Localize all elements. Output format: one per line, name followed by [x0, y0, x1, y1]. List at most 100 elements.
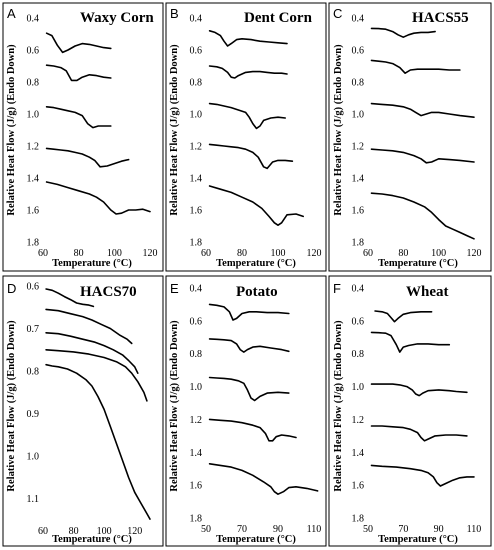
y-axis-title: Relative Heat Flow (J/g) (Endo Down)	[333, 44, 344, 216]
dsc-curve-3	[208, 376, 290, 402]
panel-e: E Potato 0.4 0.6 0.8 1.0 1.2 1.4 1.6 1.850 70 90 110…	[165, 275, 327, 547]
x-tick-label: 120	[307, 248, 322, 259]
x-axis-title: Temperature (°C)	[378, 534, 458, 545]
dsc-curve-3	[370, 102, 475, 118]
y-tick-label: 1.8	[352, 238, 365, 249]
x-tick-label: 90	[434, 524, 444, 535]
dsc-curve-4	[208, 418, 297, 442]
x-tick-label: 80	[69, 526, 79, 537]
y-tick-label: 1.6	[352, 206, 365, 217]
panel-title: Dent Corn	[244, 10, 313, 26]
dsc-curve-5	[370, 192, 475, 240]
y-tick-label: 0.6	[352, 316, 365, 327]
x-tick-label: 70	[237, 524, 247, 535]
y-tick-label: 1.2	[190, 415, 203, 426]
dsc-curve-1	[208, 303, 290, 321]
y-tick-label: 1.6	[190, 481, 203, 492]
y-tick-label: 0.4	[352, 14, 365, 25]
y-tick-label: 1.8	[352, 514, 365, 525]
x-tick-label: 60	[38, 526, 48, 537]
y-tick-label: 0.8	[352, 78, 365, 89]
panel-b: B Dent Corn 0.4 0.6 0.8 1.0 1.2 1.4 1.6 1.860 80 10…	[165, 2, 327, 272]
x-tick-label: 120	[127, 526, 142, 537]
dsc-curve-2	[370, 331, 451, 353]
panel-border	[328, 275, 492, 547]
y-tick-label: 0.8	[190, 349, 203, 360]
x-tick-label: 90	[273, 524, 283, 535]
panel-border	[2, 275, 164, 547]
panel-letter: E	[170, 281, 179, 296]
dsc-curve-1	[370, 27, 436, 38]
y-tick-label: 1.8	[27, 238, 40, 249]
dsc-curve-5	[208, 463, 319, 495]
panel-border	[2, 2, 164, 272]
dsc-curve-1	[45, 32, 112, 54]
y-tick-label: 1.2	[352, 142, 365, 153]
y-axis-title: Relative Heat Flow (J/g) (Endo Down)	[6, 320, 17, 492]
y-tick-label: 0.9	[27, 409, 40, 420]
x-axis-title: Temperature (°C)	[378, 258, 458, 269]
dsc-curve-2	[370, 59, 461, 74]
y-tick-label: 1.0	[352, 110, 365, 121]
dsc-curve-4	[208, 143, 294, 170]
y-tick-label: 1.2	[352, 415, 365, 426]
x-tick-label: 70	[398, 524, 408, 535]
x-tick-label: 50	[363, 524, 373, 535]
panel-a: A Waxy Corn 0.4 0.6 0.8 1.0 1.2 1.4 1.6 1.860 80 10…	[2, 2, 164, 272]
y-axis-title: Relative Heat Flow (J/g) (Endo Down)	[169, 44, 180, 216]
y-axis-title: Relative Heat Flow (J/g) (Endo Down)	[333, 320, 344, 492]
y-tick-label: 0.6	[27, 46, 40, 57]
dsc-curve-1	[208, 30, 288, 47]
x-axis-title: Temperature (°C)	[216, 534, 296, 545]
panel-title: Wheat	[406, 284, 449, 300]
x-tick-label: 80	[74, 248, 84, 259]
dsc-curve-4	[45, 147, 130, 168]
x-tick-label: 120	[467, 248, 482, 259]
y-tick-label: 0.8	[190, 78, 203, 89]
panel-letter: D	[7, 281, 16, 296]
y-tick-label: 0.4	[190, 284, 203, 295]
y-tick-label: 0.4	[27, 14, 40, 25]
y-tick-label: 1.1	[27, 494, 40, 505]
y-tick-label: 0.6	[190, 316, 203, 327]
y-tick-label: 0.8	[27, 367, 40, 378]
dsc-curve-3	[208, 102, 286, 130]
panel-letter: A	[7, 6, 16, 21]
dsc-curve-1	[45, 288, 95, 308]
y-tick-label: 1.0	[190, 110, 203, 121]
dsc-curve-2	[45, 64, 112, 82]
y-tick-label: 0.4	[352, 284, 365, 295]
y-tick-label: 0.6	[352, 46, 365, 57]
dsc-curve-5	[45, 181, 151, 215]
panel-border	[165, 275, 327, 547]
panel-letter: F	[333, 281, 341, 296]
y-tick-label: 1.6	[190, 206, 203, 217]
y-tick-label: 1.0	[190, 382, 203, 393]
y-tick-label: 0.6	[190, 46, 203, 57]
x-axis-title: Temperature (°C)	[216, 258, 296, 269]
y-tick-label: 1.4	[27, 174, 40, 185]
x-tick-label: 110	[467, 524, 482, 535]
x-tick-label: 80	[398, 248, 408, 259]
y-tick-label: 1.6	[27, 206, 40, 217]
y-tick-label: 1.0	[27, 452, 40, 463]
dsc-curve-4	[45, 349, 148, 402]
x-tick-label: 100	[271, 248, 286, 259]
panel-title: Potato	[236, 284, 278, 300]
x-tick-label: 100	[107, 248, 122, 259]
dsc-curve-5	[370, 464, 475, 487]
y-tick-label: 0.8	[27, 78, 40, 89]
dsc-curve-4	[370, 425, 468, 442]
x-tick-label: 60	[201, 248, 211, 259]
panel-d: D HACS70 0.6 0.7 0.8 0.9 1.0 1.1 60 80 100 120Tempe…	[2, 275, 164, 547]
x-tick-label: 50	[201, 524, 211, 535]
y-axis-title: Relative Heat Flow (J/g) (Endo Down)	[6, 44, 17, 216]
y-tick-label: 1.8	[190, 238, 203, 249]
y-tick-label: 1.4	[190, 174, 203, 185]
panel-border	[328, 2, 492, 272]
y-tick-label: 0.8	[352, 349, 365, 360]
panel-title: HACS55	[412, 10, 469, 26]
y-tick-label: 1.0	[27, 110, 40, 121]
panel-letter: B	[170, 6, 179, 21]
